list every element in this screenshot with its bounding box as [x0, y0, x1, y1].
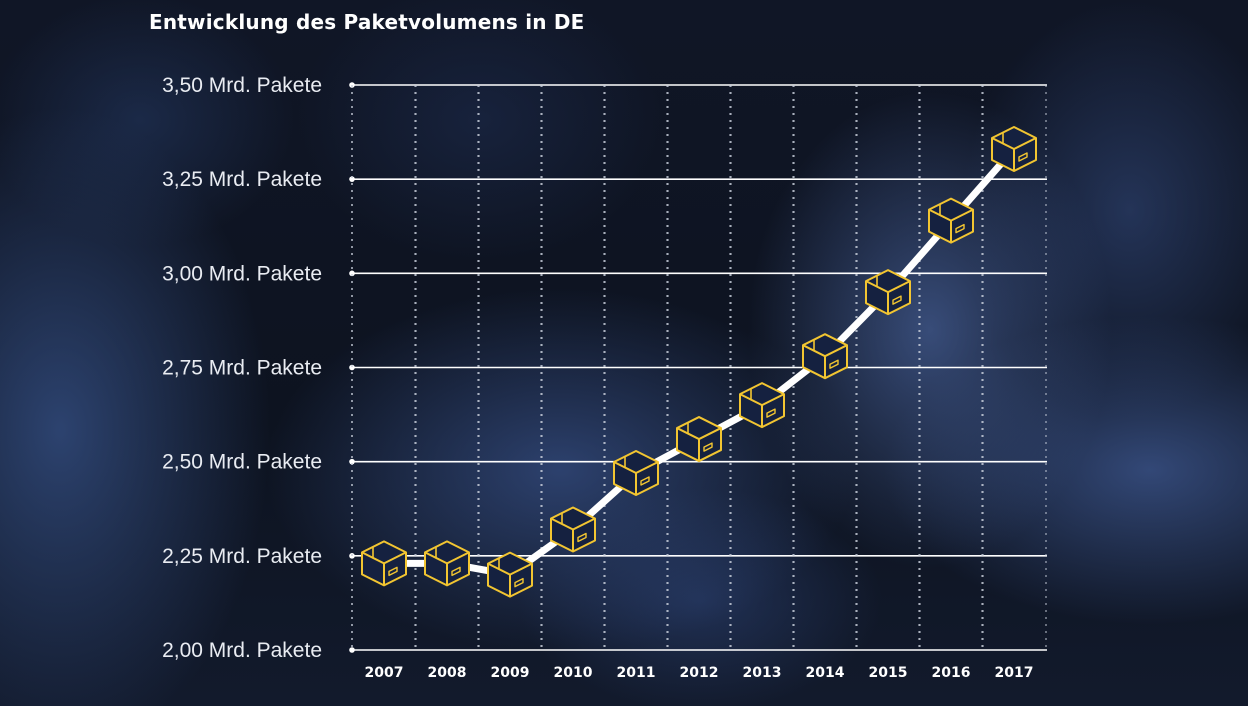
x-tick-label: 2007: [365, 665, 404, 681]
y-tick-label: 2,75 Mrd. Pakete: [162, 357, 322, 380]
box-marker: [550, 506, 596, 553]
y-grid-dot: [349, 458, 355, 465]
x-tick-label: 2012: [680, 665, 719, 681]
x-tick-label: 2014: [806, 665, 845, 681]
y-axis-labels: 3,50 Mrd. Pakete 3,25 Mrd. Pakete 3,00 Mrd…: [162, 74, 322, 662]
x-tick-label: 2011: [617, 665, 656, 681]
y-tick-label: 2,00 Mrd. Pakete: [162, 639, 322, 662]
box-marker: [802, 333, 848, 380]
box-marker: [991, 126, 1037, 173]
y-grid-dot: [349, 270, 355, 277]
y-tick-label: 2,50 Mrd. Pakete: [162, 451, 322, 474]
box-marker: [613, 449, 659, 496]
box-marker: [739, 382, 785, 429]
y-grid-dot: [349, 176, 355, 182]
chart-title: Entwicklung des Paketvolumens in DE: [149, 10, 585, 34]
x-axis-labels: 2007 2008 2009 2010 2011 2012 2013 2014 2015 2016…: [365, 665, 1034, 681]
x-tick-label: 2010: [554, 665, 593, 681]
x-tick-label: 2009: [491, 665, 530, 681]
x-tick-label: 2016: [932, 665, 971, 681]
y-tick-label: 3,25 Mrd. Pakete: [162, 168, 322, 191]
data-markers: [361, 126, 1037, 598]
box-marker: [865, 269, 911, 316]
y-grid-dot: [349, 364, 355, 371]
x-tick-label: 2013: [743, 665, 782, 681]
x-tick-label: 2008: [428, 665, 467, 681]
y-tick-label: 3,50 Mrd. Pakete: [162, 74, 322, 97]
x-tick-label: 2015: [869, 665, 908, 681]
box-marker: [928, 197, 974, 244]
y-gridlines: [349, 82, 1047, 653]
box-marker: [487, 551, 533, 598]
box-marker: [424, 540, 470, 587]
y-grid-dot: [349, 647, 355, 653]
box-marker: [361, 540, 407, 587]
x-tick-label: 2017: [995, 665, 1034, 681]
box-marker: [676, 416, 722, 463]
y-tick-label: 3,00 Mrd. Pakete: [162, 262, 322, 285]
y-tick-label: 2,25 Mrd. Pakete: [162, 545, 322, 568]
